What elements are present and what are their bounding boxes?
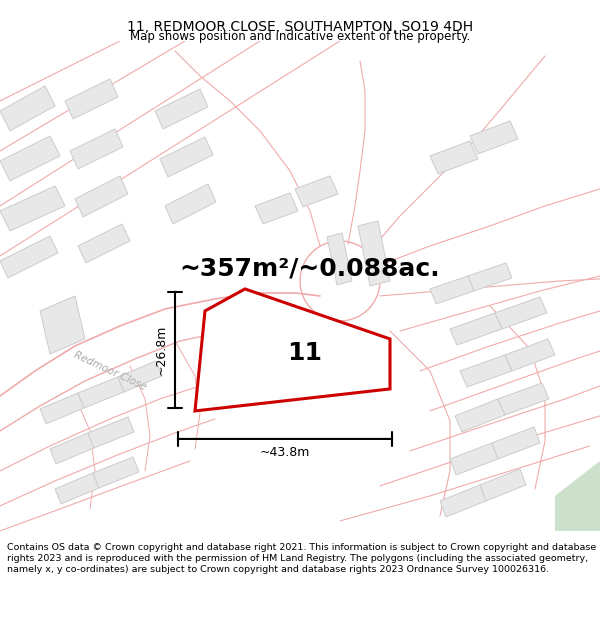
Polygon shape [78,224,130,263]
Polygon shape [495,297,547,329]
Polygon shape [160,137,213,177]
Polygon shape [468,263,512,291]
Polygon shape [555,461,600,531]
Text: 11, REDMOOR CLOSE, SOUTHAMPTON, SO19 4DH: 11, REDMOOR CLOSE, SOUTHAMPTON, SO19 4DH [127,20,473,34]
Text: ~26.8m: ~26.8m [155,325,167,375]
Polygon shape [470,121,518,154]
Text: Map shows position and indicative extent of the property.: Map shows position and indicative extent… [130,30,470,43]
Polygon shape [430,276,474,304]
Polygon shape [0,236,58,278]
Polygon shape [195,289,390,411]
Polygon shape [492,427,540,459]
Polygon shape [480,469,526,501]
Polygon shape [455,399,505,432]
Polygon shape [75,176,128,217]
Polygon shape [55,473,99,504]
Polygon shape [165,184,216,224]
Text: Contains OS data © Crown copyright and database right 2021. This information is : Contains OS data © Crown copyright and d… [7,542,596,574]
Polygon shape [295,176,338,207]
Polygon shape [40,393,84,424]
Polygon shape [430,141,478,174]
Polygon shape [0,136,60,181]
Text: 11: 11 [287,341,323,365]
Polygon shape [450,443,498,475]
Polygon shape [505,339,555,371]
Polygon shape [255,193,298,224]
Text: ~357m²/~0.088ac.: ~357m²/~0.088ac. [179,257,440,281]
Text: Redmoor Close: Redmoor Close [72,350,148,392]
Polygon shape [155,89,208,129]
Polygon shape [40,296,85,354]
Polygon shape [78,377,124,408]
Polygon shape [498,383,549,415]
Text: ~43.8m: ~43.8m [260,446,310,459]
Polygon shape [327,233,352,285]
Polygon shape [440,485,486,517]
Polygon shape [450,313,502,345]
Polygon shape [65,79,118,119]
Polygon shape [358,221,390,286]
Polygon shape [460,355,512,387]
Polygon shape [93,457,139,488]
Polygon shape [70,129,123,169]
Polygon shape [0,86,55,131]
Polygon shape [50,433,94,464]
Polygon shape [0,186,65,231]
Polygon shape [118,361,162,392]
Polygon shape [88,417,134,448]
